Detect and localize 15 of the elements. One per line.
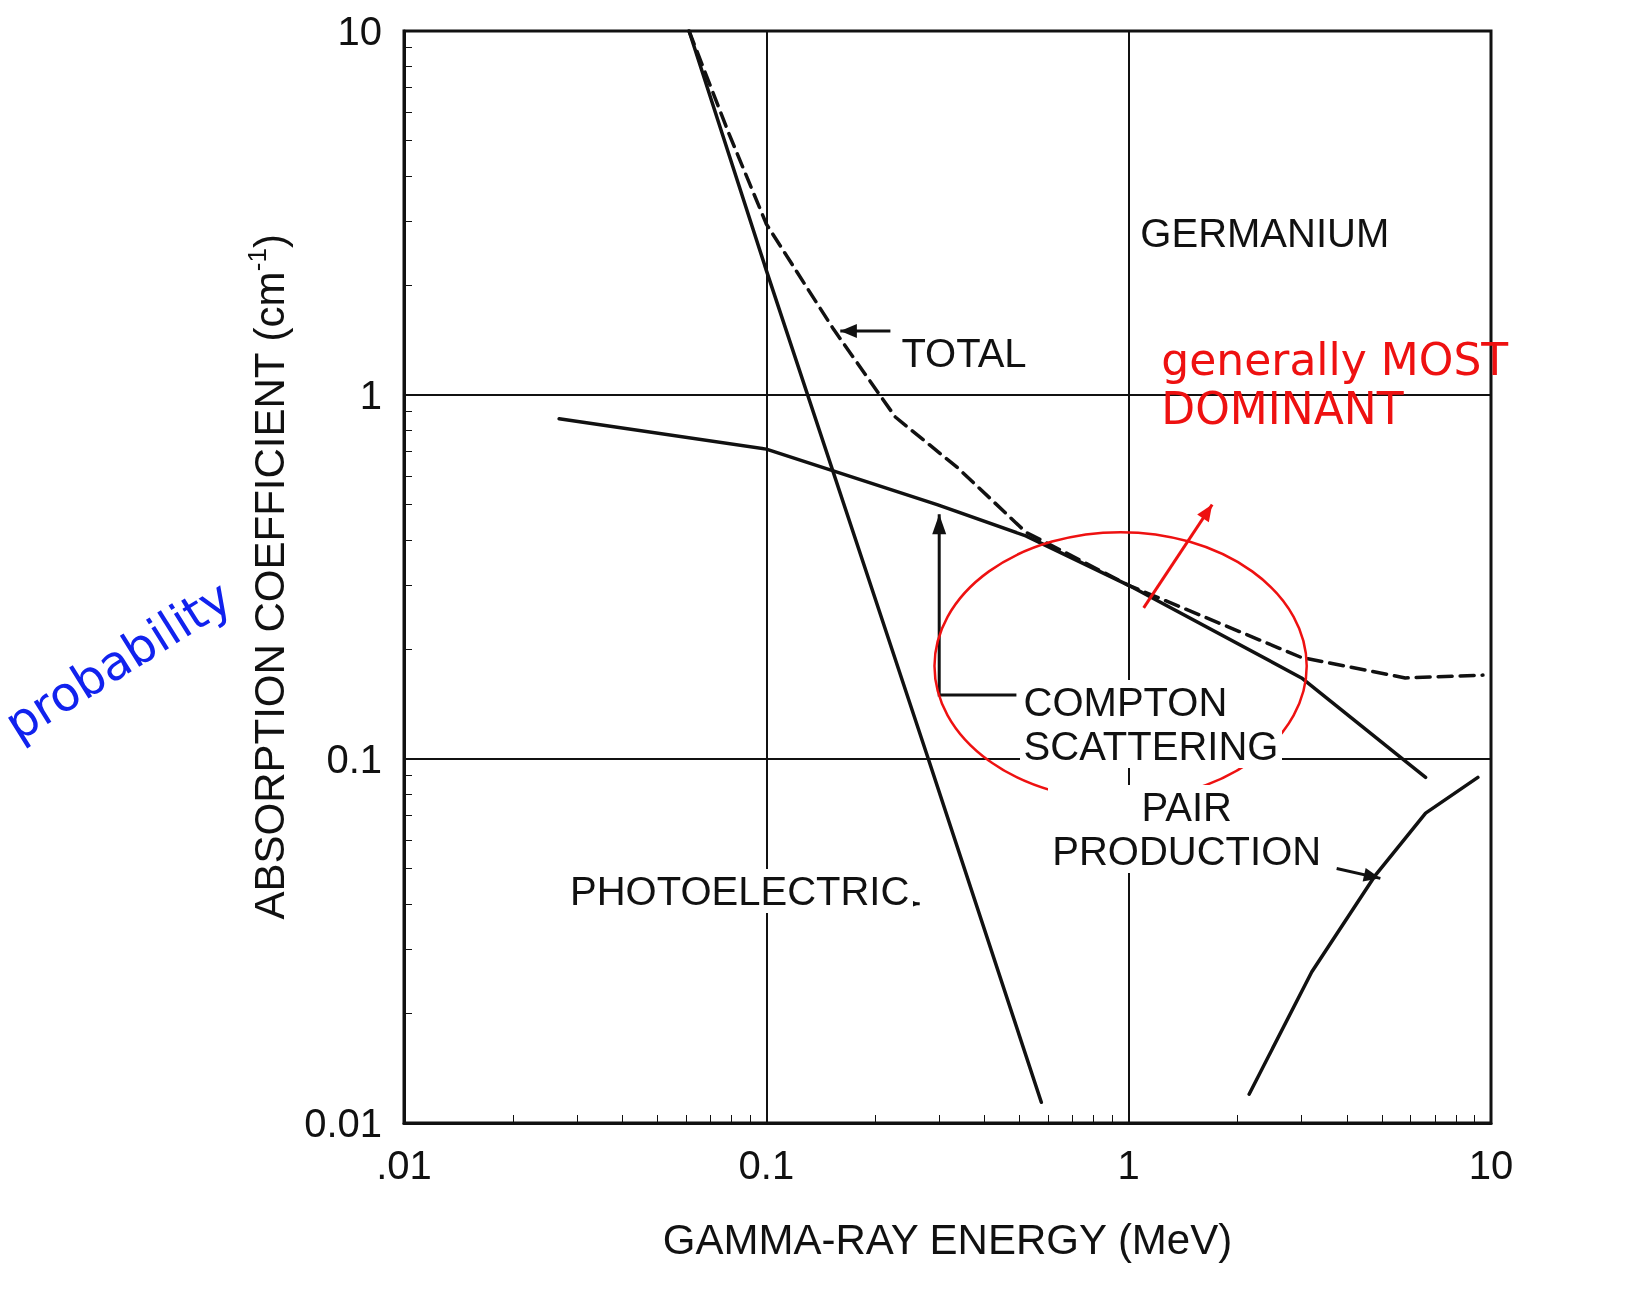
x-tick-label: 10: [1468, 1143, 1514, 1187]
x-tick-label: 0.1: [738, 1143, 795, 1187]
x-tick-label: 1: [1117, 1143, 1140, 1187]
annotation: COMPTON SCATTERING: [1019, 679, 1283, 768]
y-tick-label: 0.1: [326, 737, 382, 781]
y-tick-label: 1: [359, 373, 382, 417]
y-axis-title: ABSORPTION COEFFICIENT (cm-1): [242, 234, 293, 920]
annotation: GERMANIUM: [1136, 211, 1394, 256]
annotation: PHOTOELECTRIC: [566, 868, 914, 913]
x-tick-label: .01: [376, 1143, 432, 1187]
y-tick-label: 10: [337, 9, 382, 53]
annotation: TOTAL: [897, 330, 1031, 375]
x-axis-title: GAMMA-RAY ENERGY (MeV): [662, 1215, 1233, 1263]
y-tick-label: 0.01: [304, 1101, 382, 1145]
annotation: PAIR PRODUCTION: [1048, 784, 1326, 873]
